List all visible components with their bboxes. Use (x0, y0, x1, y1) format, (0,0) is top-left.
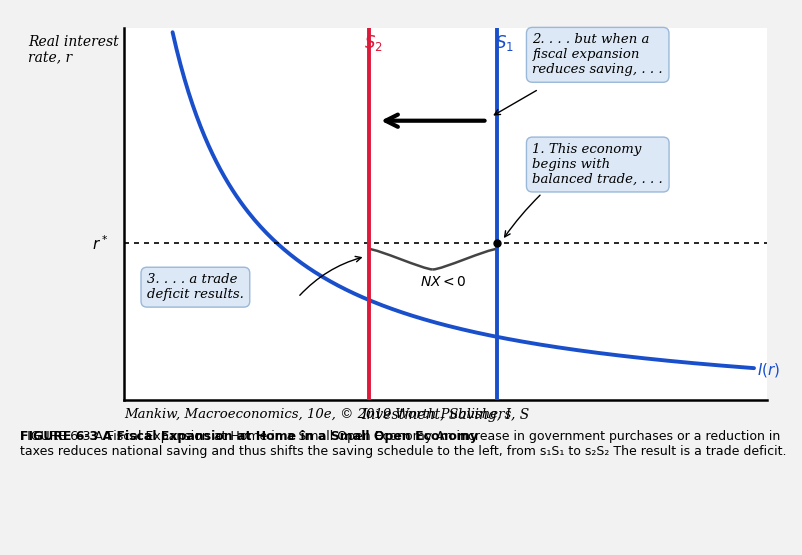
Text: $r^*$: $r^*$ (92, 234, 108, 253)
X-axis label: Investment, Saving, I, S: Investment, Saving, I, S (361, 408, 529, 422)
Text: $S_2$: $S_2$ (364, 33, 383, 53)
Text: FIGURE 6-3 A Fiscal Expansion at Home in a Small Open Economy An increase in gov: FIGURE 6-3 A Fiscal Expansion at Home in… (20, 430, 786, 458)
Text: $I(r)$: $I(r)$ (756, 361, 780, 379)
Text: $NX < 0$: $NX < 0$ (419, 275, 466, 289)
Text: FIGURE 6-3 A Fiscal Expansion at Home in a Small Open Economy: FIGURE 6-3 A Fiscal Expansion at Home in… (20, 430, 477, 443)
Text: Real interest
rate, r: Real interest rate, r (28, 35, 119, 65)
Text: 2. . . . but when a
fiscal expansion
reduces saving, . . .: 2. . . . but when a fiscal expansion red… (532, 33, 662, 77)
Text: $S_1$: $S_1$ (495, 33, 513, 53)
Text: Mankiw, Macroeconomics, 10e, © 2019 Worth Publishers: Mankiw, Macroeconomics, 10e, © 2019 Wort… (124, 408, 511, 421)
Text: 1. This economy
begins with
balanced trade, . . .: 1. This economy begins with balanced tra… (532, 143, 662, 186)
Text: 3. . . . a trade
deficit results.: 3. . . . a trade deficit results. (147, 273, 244, 301)
